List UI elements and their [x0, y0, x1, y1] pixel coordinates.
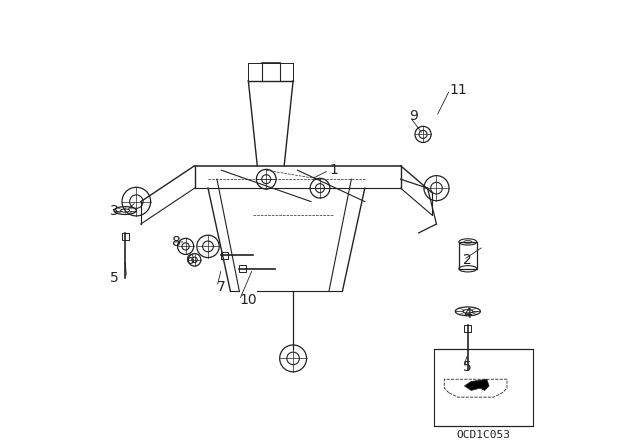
Text: OCD1C053: OCD1C053	[456, 430, 511, 440]
Text: 5: 5	[463, 360, 472, 375]
Text: 7: 7	[217, 280, 226, 294]
Bar	[435, 349, 532, 426]
Text: 8: 8	[172, 235, 181, 249]
Text: 3: 3	[109, 203, 118, 218]
Polygon shape	[465, 379, 489, 390]
Bar	[459, 242, 477, 269]
Text: 11: 11	[450, 82, 468, 97]
Text: 2: 2	[463, 253, 472, 267]
Polygon shape	[239, 265, 246, 272]
Text: 4: 4	[463, 306, 472, 321]
Text: 6: 6	[186, 253, 195, 267]
Polygon shape	[221, 252, 228, 259]
Text: 10: 10	[239, 293, 257, 307]
Text: 1: 1	[329, 163, 338, 177]
Polygon shape	[122, 233, 129, 240]
Text: 9: 9	[410, 109, 419, 124]
Polygon shape	[464, 325, 472, 332]
Text: 5: 5	[109, 271, 118, 285]
